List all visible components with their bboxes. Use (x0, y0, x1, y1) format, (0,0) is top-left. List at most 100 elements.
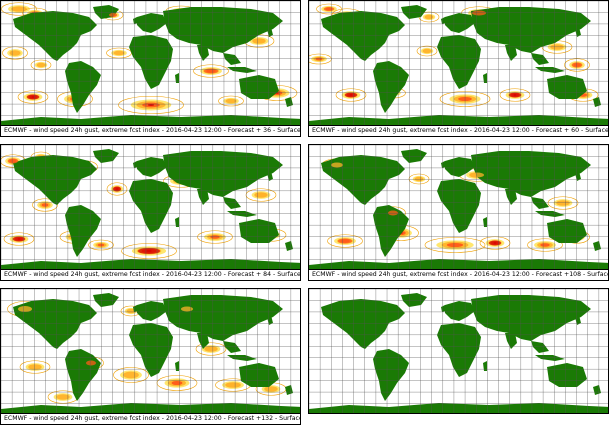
world-map-132 (1, 289, 300, 415)
contour-ring (547, 196, 579, 210)
land-india (505, 189, 517, 205)
land-antarctica (1, 115, 300, 127)
field-blob (225, 98, 237, 104)
land-north-america (13, 11, 97, 61)
field-blob (113, 50, 125, 56)
lat-lon-grid (309, 145, 608, 271)
world-map-empty (309, 289, 608, 413)
land-north-america (321, 11, 405, 61)
land-indonesia (535, 355, 565, 361)
land-south-america (373, 205, 409, 257)
world-map-36 (1, 1, 300, 127)
land-europe (445, 13, 475, 33)
land-antarctica (1, 403, 300, 415)
land-madagascar (175, 73, 179, 83)
field-blob (424, 14, 434, 20)
field-blob (205, 346, 217, 352)
land-uk (441, 305, 446, 312)
wind-field-land (8, 158, 267, 254)
land-africa (129, 35, 173, 89)
land-asia (163, 7, 283, 53)
land-africa (437, 323, 481, 377)
world-map-60 (309, 1, 608, 127)
panel-forecast-60: ECMWF - wind speed 24h gust, extreme fcs… (308, 0, 609, 137)
land-uk (133, 161, 138, 168)
land-masses (309, 149, 608, 271)
land-uk (133, 305, 138, 312)
land-europe (445, 157, 475, 177)
land-asia (471, 295, 591, 341)
caption-forecast-84: ECMWF - wind speed 24h gust, extreme fcs… (1, 269, 300, 280)
land-se-asia (531, 53, 549, 65)
field-blob (540, 243, 550, 247)
field-blob (86, 360, 96, 366)
land-se-asia (223, 197, 241, 209)
lat-lon-grid (1, 145, 300, 271)
field-blob (388, 210, 398, 216)
caption-forecast-60: ECMWF - wind speed 24h gust, extreme fcs… (309, 125, 608, 136)
field-blob (489, 240, 501, 246)
field-blob (472, 10, 486, 16)
field-blob (41, 203, 49, 207)
contour-ring (327, 234, 363, 248)
field-blob (446, 242, 464, 248)
land-india (197, 45, 209, 61)
contour-ring (564, 58, 590, 72)
land-antarctica (1, 259, 300, 271)
land-india (197, 189, 209, 205)
land-madagascar (483, 73, 487, 83)
contour-ring (527, 238, 563, 252)
land-asia (163, 295, 283, 341)
contour-ring (3, 232, 35, 246)
panel-forecast-84: ECMWF - wind speed 24h gust, extreme fcs… (0, 144, 301, 281)
land-indonesia (535, 211, 565, 217)
field-blob (181, 306, 193, 312)
land-south-america (373, 61, 409, 113)
land-se-asia (531, 197, 549, 209)
land-india (197, 333, 209, 349)
caption-forecast-132: ECMWF - wind speed 24h gust, extreme fcs… (1, 413, 300, 424)
contour-ring (118, 95, 184, 115)
land-australia (547, 219, 587, 243)
contour-ring (424, 237, 486, 253)
contour-ring (193, 64, 229, 78)
field-blob (171, 380, 183, 386)
land-masses (309, 5, 608, 127)
field-blob (226, 382, 240, 388)
field-blob (13, 236, 25, 242)
contour-ring (335, 88, 367, 102)
land-africa (129, 179, 173, 233)
field-blob (255, 192, 267, 198)
land-australia (547, 363, 587, 387)
contour-ring (195, 342, 227, 356)
field-blob (126, 308, 136, 314)
panel-forecast-132: ECMWF - wind speed 24h gust, extreme fcs… (0, 288, 301, 425)
wind-field-land (324, 7, 582, 98)
land-uk (441, 161, 446, 168)
land-north-america (321, 299, 405, 349)
caption-forecast-36: ECMWF - wind speed 24h gust, extreme fcs… (1, 125, 300, 136)
field-blob (97, 243, 105, 247)
land-masses (1, 149, 300, 271)
land-europe (137, 301, 167, 321)
field-blob (572, 62, 582, 68)
field-blob (550, 44, 564, 50)
field-blob (27, 94, 39, 100)
land-africa (437, 35, 481, 89)
land-europe (137, 13, 167, 33)
field-blob (56, 394, 70, 400)
land-madagascar (175, 361, 179, 371)
field-blob (253, 38, 265, 44)
field-blob (414, 176, 424, 182)
field-blob (422, 48, 432, 54)
land-masses (1, 5, 300, 127)
field-blob (556, 200, 570, 206)
land-india (505, 45, 517, 61)
field-blob (28, 364, 42, 370)
contour-ring (17, 90, 49, 104)
land-africa (437, 179, 481, 233)
contour-ring (19, 360, 51, 374)
land-masses (309, 293, 608, 413)
land-asia (471, 7, 591, 53)
land-antarctica (309, 115, 608, 127)
